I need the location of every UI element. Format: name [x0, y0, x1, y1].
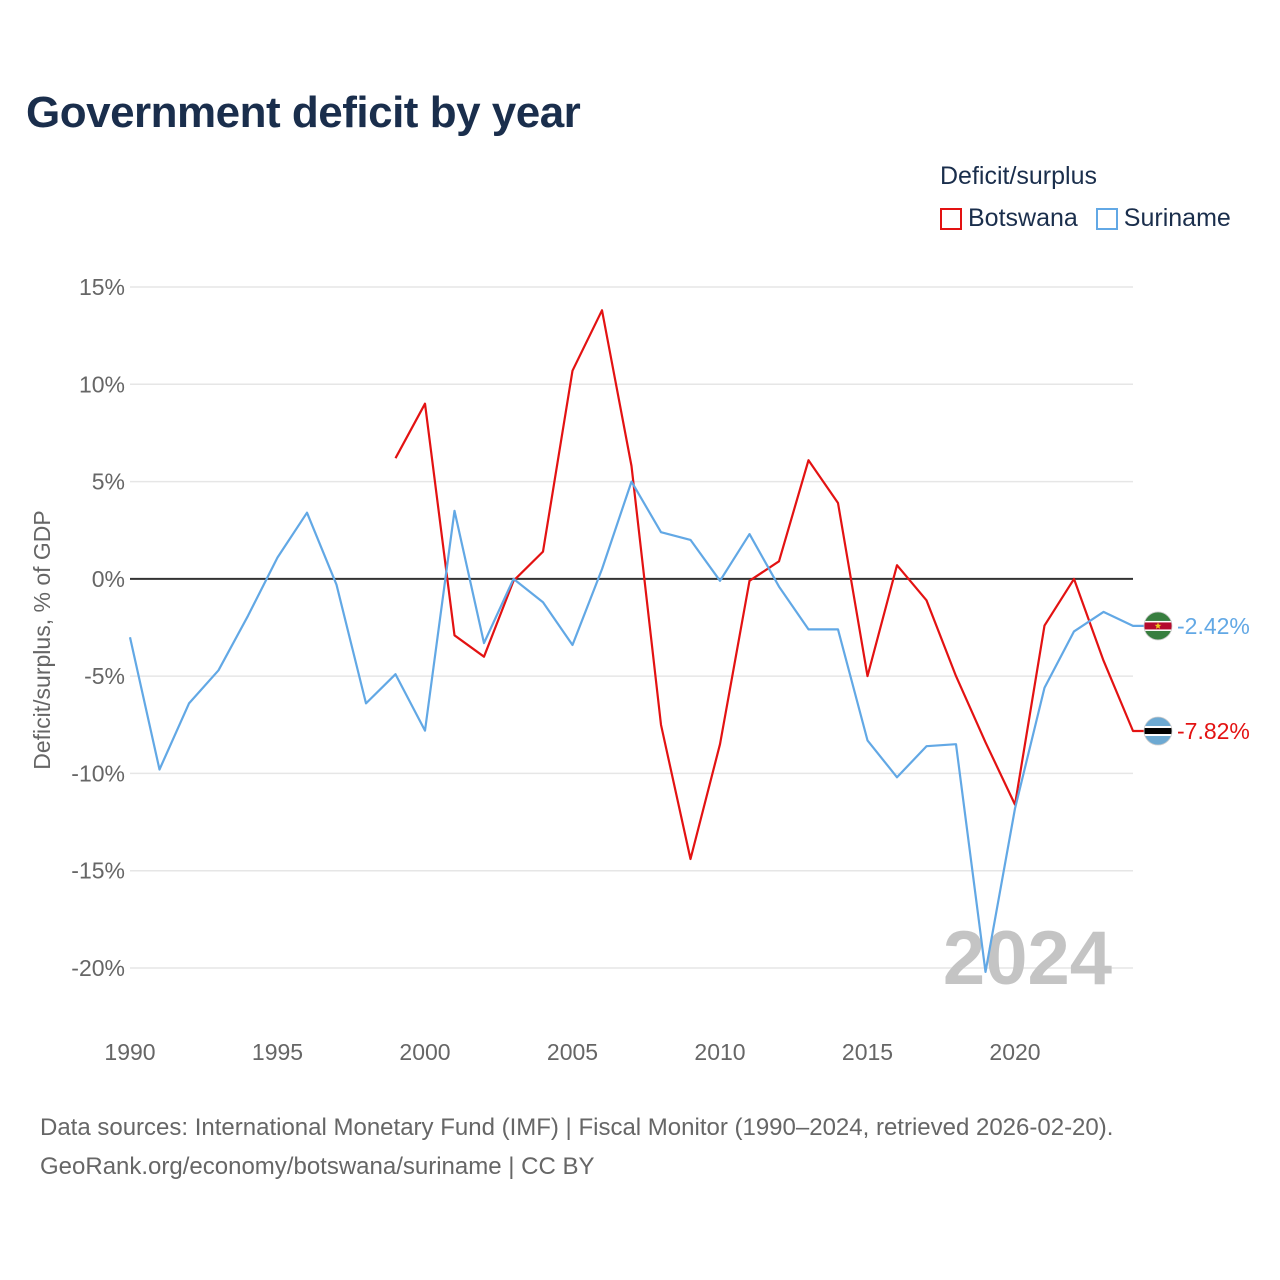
y-tick-label: 10%	[79, 371, 125, 397]
grid-lines	[130, 286, 1133, 969]
x-tick-label: 2005	[547, 1039, 598, 1065]
y-tick-label: -5%	[84, 663, 125, 689]
legend-label-botswana: Botswana	[968, 204, 1078, 232]
x-tick-label: 1995	[252, 1039, 303, 1065]
legend-title: Deficit/surplus	[940, 162, 1097, 190]
chart-title: Government deficit by year	[26, 88, 581, 137]
suriname-flag-icon	[1143, 611, 1173, 641]
x-tick-label: 2015	[842, 1039, 893, 1065]
y-tick-label: -20%	[71, 955, 125, 981]
y-tick-labels: 15% 10% 5% 0% -5% -10% -15% -20%	[71, 274, 125, 981]
x-tick-label: 2000	[399, 1039, 450, 1065]
footer-sources: Data sources: International Monetary Fun…	[40, 1114, 1114, 1141]
legend-label-suriname: Suriname	[1123, 204, 1231, 232]
legend-swatch-botswana	[940, 207, 962, 230]
end-label-botswana: -7.82%	[1177, 718, 1250, 744]
y-tick-label: -15%	[71, 858, 125, 884]
x-tick-labels: 1990 1995 2000 2005 2010 2015 2020	[104, 1039, 1040, 1065]
legend: Botswana Suriname	[940, 204, 1231, 233]
y-tick-label: -10%	[71, 760, 125, 786]
botswana-flag-icon	[1143, 716, 1173, 746]
line-chart: 15% 10% 5% 0% -5% -10% -15% -20% 1990 1995 2000 20…	[29, 274, 1250, 1065]
x-tick-label: 2020	[989, 1039, 1040, 1065]
series-line-botswana[interactable]	[394, 309, 1159, 861]
end-labels: -7.82% -2.42%	[1143, 611, 1250, 746]
x-tick-label: 2010	[694, 1039, 745, 1065]
y-tick-label: 15%	[79, 274, 125, 300]
y-tick-label: 0%	[92, 566, 125, 592]
y-tick-label: 5%	[92, 469, 125, 495]
year-watermark: 2024	[943, 916, 1112, 1001]
footer: Data sources: International Monetary Fun…	[40, 1108, 1113, 1186]
legend-item-botswana[interactable]: Botswana	[940, 204, 1078, 233]
end-label-suriname: -2.42%	[1177, 613, 1250, 639]
legend-swatch-suriname	[1095, 207, 1118, 230]
y-axis-label: Deficit/surplus, % of GDP	[29, 510, 55, 769]
x-tick-label: 1990	[104, 1039, 155, 1065]
footer-link: GeoRank.org/economy/botswana/suriname | …	[40, 1153, 595, 1180]
legend-item-suriname[interactable]: Suriname	[1095, 204, 1231, 233]
series-line-suriname[interactable]	[128, 480, 1158, 974]
series-lines	[128, 309, 1159, 974]
